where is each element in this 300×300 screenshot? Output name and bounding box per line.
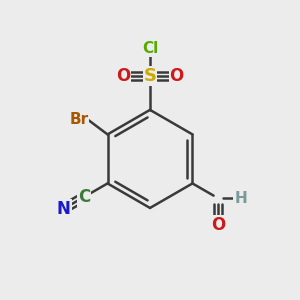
Text: Br: Br [69, 112, 88, 127]
Text: O: O [211, 216, 225, 234]
Text: O: O [116, 67, 130, 85]
Text: H: H [234, 191, 247, 206]
Text: N: N [57, 200, 71, 218]
Text: C: C [78, 188, 91, 206]
Text: O: O [169, 67, 184, 85]
Text: Cl: Cl [142, 41, 158, 56]
Text: S: S [143, 67, 157, 85]
